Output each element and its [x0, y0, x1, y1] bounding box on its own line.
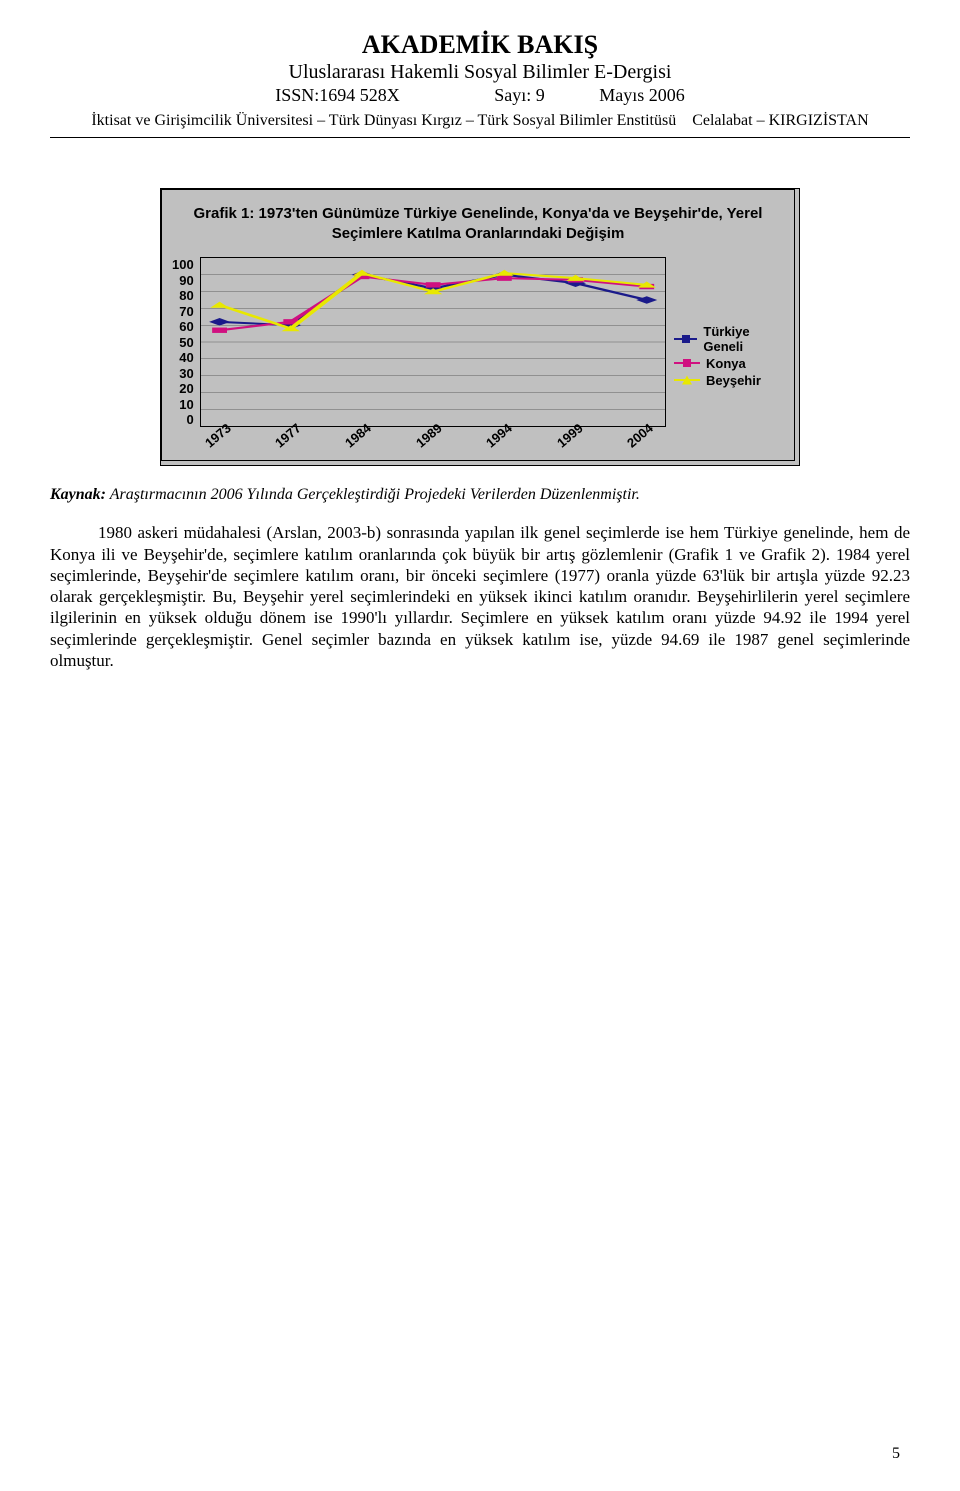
plot-area: [200, 257, 666, 427]
journal-meta: ISSN:1694 528X Sayı: 9 Mayıs 2006: [50, 84, 910, 107]
legend-label: Beyşehir: [706, 373, 761, 388]
y-tick: 50: [179, 335, 193, 350]
plot-wrap: 1973197719841989199419992004: [200, 257, 666, 454]
legend-item: Beyşehir: [674, 373, 784, 388]
legend-swatch: [674, 362, 700, 364]
y-tick: 60: [179, 319, 193, 334]
chart-body: 1009080706050403020100 19731977198419891…: [172, 257, 784, 454]
page-header: AKADEMİK BAKIŞ Uluslararası Hakemli Sosy…: [50, 30, 910, 131]
y-tick: 40: [179, 350, 193, 365]
y-axis: 1009080706050403020100: [172, 257, 200, 427]
y-tick: 0: [186, 412, 193, 427]
affiliation-location: Celalabat – KIRGIZİSTAN: [692, 112, 868, 129]
y-tick: 70: [179, 304, 193, 319]
page-number: 5: [892, 1445, 900, 1463]
journal-title: AKADEMİK BAKIŞ: [50, 30, 910, 60]
publication-date: Mayıs 2006: [599, 84, 685, 107]
legend-swatch: [674, 379, 700, 381]
chart-panel: Grafik 1: 1973'ten Günümüze Türkiye Gene…: [160, 188, 800, 466]
legend-label: Türkiye Geneli: [703, 324, 784, 354]
chart-panel-inner: Grafik 1: 1973'ten Günümüze Türkiye Gene…: [161, 189, 795, 461]
chart-source: Kaynak: Araştırmacının 2006 Yılında Gerç…: [50, 486, 910, 504]
issue: Sayı: 9: [494, 84, 545, 107]
legend-label: Konya: [706, 356, 746, 371]
y-tick: 100: [172, 257, 194, 272]
header-divider: [50, 137, 910, 138]
chart-marker: [352, 270, 371, 276]
chart-marker: [212, 328, 227, 333]
source-text: Araştırmacının 2006 Yılında Gerçekleştir…: [110, 486, 640, 503]
source-label: Kaynak:: [50, 486, 106, 503]
legend-item: Türkiye Geneli: [674, 324, 784, 354]
y-tick: 20: [179, 381, 193, 396]
y-tick: 10: [179, 397, 193, 412]
y-tick: 30: [179, 366, 193, 381]
affiliation-line: İktisat ve Girişimcilik Üniversitesi – T…: [50, 111, 910, 131]
chart-marker: [209, 318, 230, 326]
chart-marker: [425, 282, 440, 287]
x-axis: 1973197719841989199419992004: [200, 439, 666, 454]
journal-subtitle: Uluslararası Hakemli Sosyal Bilimler E-D…: [50, 60, 910, 84]
chart-marker: [497, 276, 512, 281]
legend: Türkiye Geneli Konya Beyşehir: [674, 322, 784, 390]
chart-svg: [201, 258, 665, 426]
affiliation: İktisat ve Girişimcilik Üniversitesi – T…: [91, 112, 676, 129]
chart-marker: [210, 302, 229, 308]
y-tick: 80: [179, 288, 193, 303]
issn: ISSN:1694 528X: [275, 84, 400, 107]
body-paragraph: 1980 askeri müdahalesi (Arslan, 2003-b) …: [50, 522, 910, 671]
y-tick: 90: [179, 273, 193, 288]
legend-swatch: [674, 338, 697, 340]
chart-title: Grafik 1: 1973'ten Günümüze Türkiye Gene…: [192, 204, 764, 243]
legend-item: Konya: [674, 356, 784, 371]
